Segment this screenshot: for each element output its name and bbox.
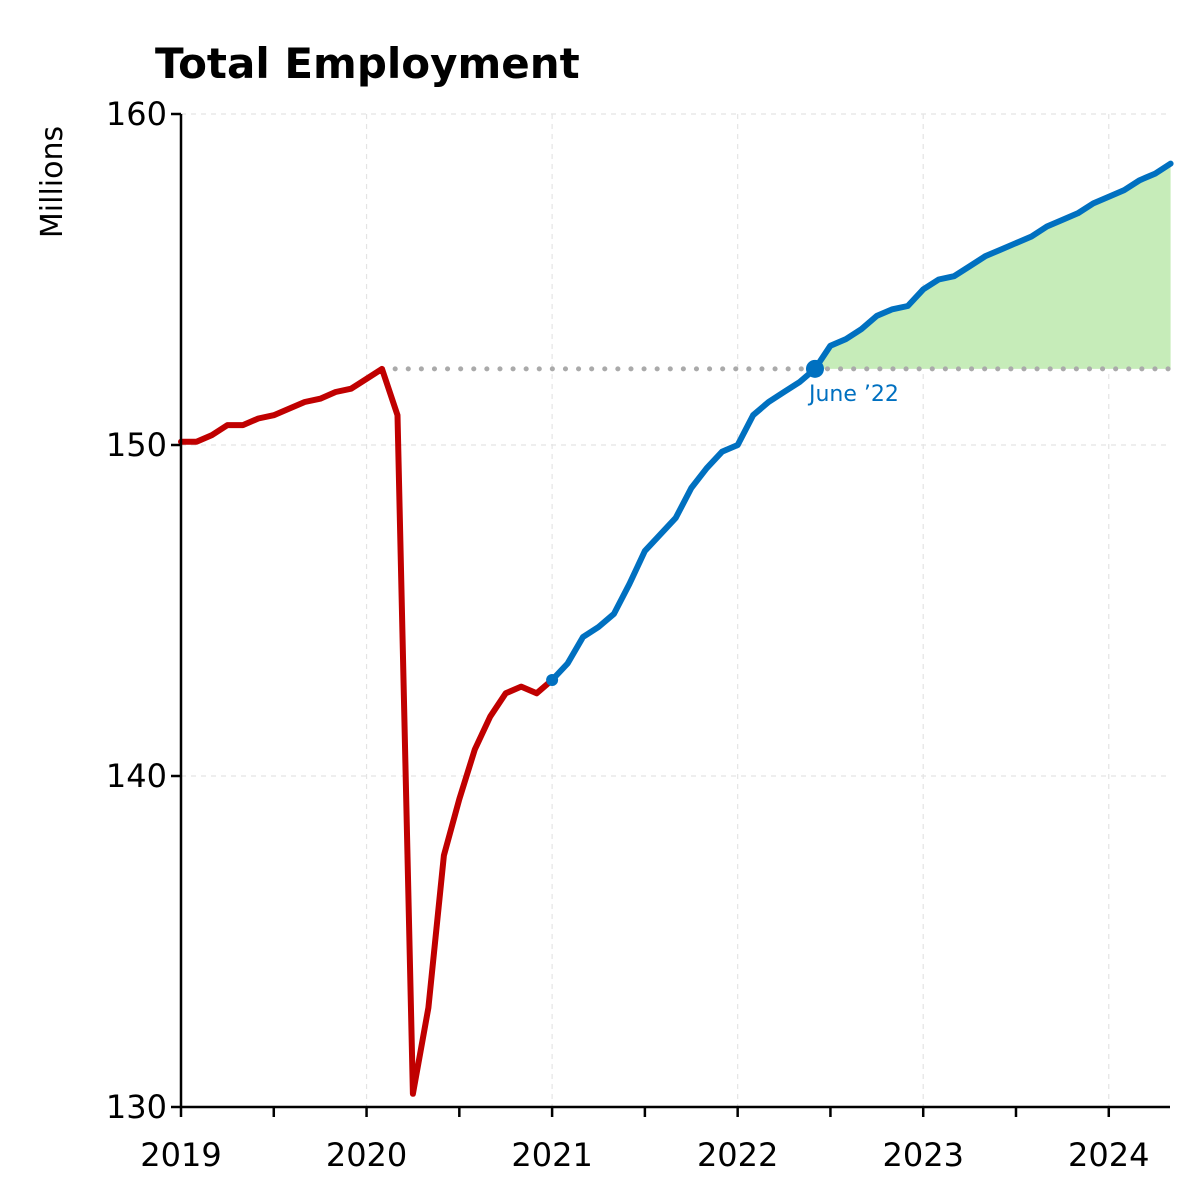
y-axis-label: Millions	[35, 126, 70, 238]
series-layer	[178, 160, 1174, 1097]
series-transition-point	[546, 674, 559, 687]
y-tick-label: 160	[106, 95, 167, 133]
tick-labels: 130 140 150 160 2019 2020 2021 2022 2023 2024	[106, 95, 1150, 1174]
annotation-layer: June ’22	[805, 359, 899, 407]
annotation-point	[805, 359, 824, 378]
x-tick-label: 2019	[140, 1136, 221, 1174]
y-tick-label: 130	[106, 1088, 167, 1126]
x-tick-label: 2024	[1068, 1136, 1149, 1174]
x-tick-label: 2023	[882, 1136, 963, 1174]
x-tick-label: 2022	[697, 1136, 778, 1174]
chart-title: Total Employment	[155, 39, 580, 88]
x-tick-label: 2020	[326, 1136, 407, 1174]
series-line-2021-2024	[549, 160, 1174, 683]
annotation-label: June ’22	[807, 382, 899, 407]
gain-area	[815, 163, 1171, 369]
series-line-2019-2020	[178, 365, 556, 1097]
gain-area-layer	[815, 163, 1171, 369]
y-tick-label: 140	[106, 757, 167, 795]
y-tick-label: 150	[106, 426, 167, 464]
axes	[171, 112, 1170, 1117]
x-tick-label: 2021	[511, 1136, 592, 1174]
